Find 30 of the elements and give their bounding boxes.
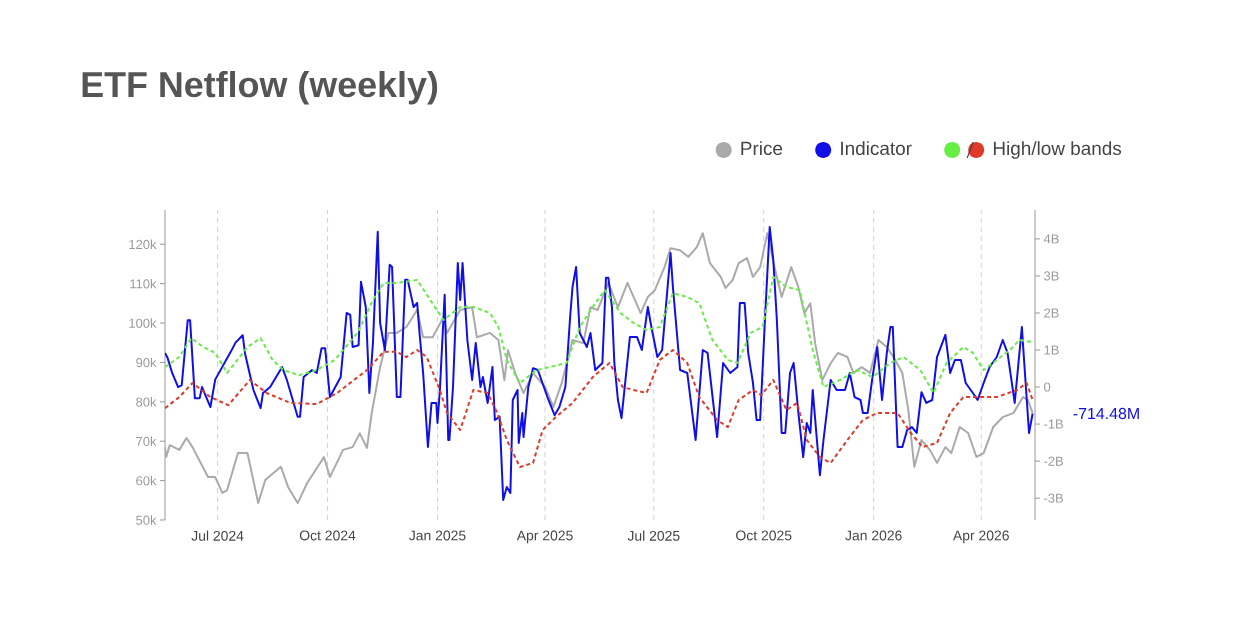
y2-tick-label: -2B	[1044, 456, 1063, 466]
y2-tick-label: -1B	[1044, 419, 1063, 429]
legend-label: High/low bands	[993, 141, 1122, 159]
text: -714.48M	[1073, 407, 1139, 420]
y2-tick-label: 3B	[1044, 271, 1059, 281]
x-tick-label: Jul 2024	[191, 530, 244, 541]
chart-title: ETF Netflow (weekly)	[82, 71, 438, 105]
y2-tick-label: -3B	[1044, 493, 1063, 503]
y-tick-label: 100k	[129, 318, 157, 328]
y-tick-label: 60k	[136, 475, 157, 486]
legend-label: Price	[741, 141, 783, 156]
y-tick-label: 50k	[136, 515, 157, 525]
x-tick-label: Jan 2025	[409, 530, 466, 541]
y-tick-label: 90k	[136, 357, 157, 368]
y-tick-label: 110k	[130, 278, 157, 289]
x-tick-label: Apr 2026	[952, 530, 1009, 544]
y2-tick-label: 2B	[1044, 308, 1059, 318]
legend-label: Indicator	[841, 141, 912, 156]
y2-tick-label: 1B	[1044, 345, 1059, 355]
x-tick-label: Oct 2024	[299, 530, 356, 541]
x-tick-label: Jan 2026	[845, 530, 902, 541]
x-tick-label: Apr 2025	[516, 530, 573, 544]
y-tick-label: 70k	[136, 436, 157, 446]
x-tick-label: Jul 2025	[627, 530, 680, 541]
y-tick-label: 80k	[136, 397, 157, 407]
y-tick-label: 120k	[129, 239, 157, 250]
y2-tick-label: 4B	[1043, 234, 1059, 244]
x-tick-label: Oct 2025	[736, 530, 792, 541]
y2-tick-label: 0	[1044, 382, 1051, 392]
line-series	[165, 276, 1033, 394]
